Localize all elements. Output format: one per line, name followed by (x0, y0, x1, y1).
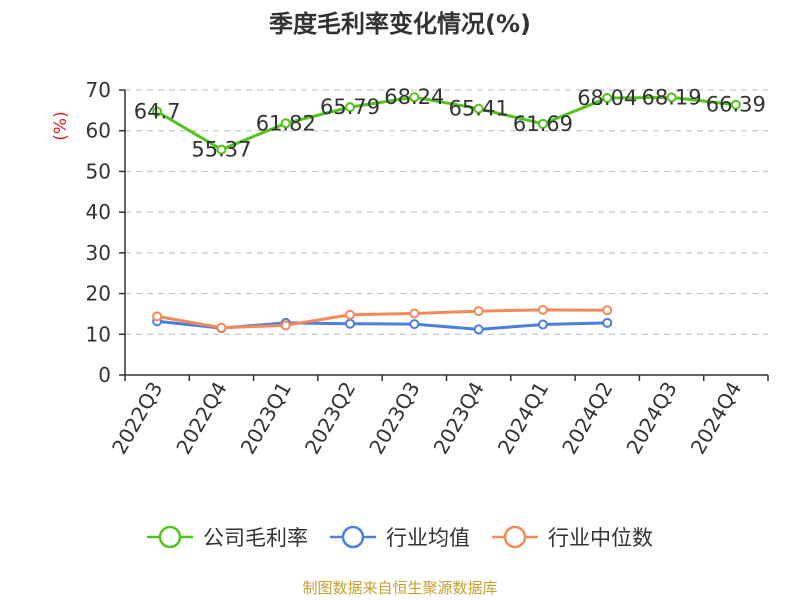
legend-item-0: 公司毛利率 (147, 525, 308, 550)
y-tick-label: 20 (86, 282, 111, 306)
data-point (280, 320, 291, 331)
data-label: 65.79 (320, 95, 380, 119)
legend-marker (341, 525, 365, 549)
legend: 公司毛利率 行业均值 行业中位数 (147, 525, 653, 550)
data-point (473, 103, 484, 114)
data-label: 61.82 (256, 111, 316, 135)
y-tick-label: 10 (86, 322, 111, 346)
data-label: 68.04 (577, 86, 637, 110)
y-tick-label: 30 (86, 241, 111, 265)
grid (125, 89, 768, 335)
legend-item-1: 行业均值 (330, 525, 470, 550)
data-point (666, 92, 677, 103)
legend-marker (503, 525, 527, 549)
y-axis-label: (%) (51, 111, 71, 140)
legend-label: 行业均值 (386, 526, 470, 550)
data-label: 61.69 (513, 112, 573, 136)
x-tick-label: 2023Q1 (236, 378, 296, 459)
data-label: 66.39 (706, 93, 766, 117)
data-point (537, 118, 548, 129)
data-label: 68.19 (641, 85, 701, 109)
data-point (602, 305, 613, 316)
data-point (409, 319, 420, 330)
data-point (216, 322, 227, 333)
series (152, 92, 741, 335)
series-2 (152, 304, 613, 333)
x-tick-label: 2024Q4 (686, 378, 746, 459)
x-tick-label: 2023Q3 (364, 378, 424, 459)
data-point (280, 118, 291, 129)
data-label: 55.37 (191, 138, 251, 162)
data-point (537, 304, 548, 315)
x-tick-label: 2024Q1 (493, 378, 553, 459)
data-point (216, 144, 227, 155)
y-tick-label: 40 (86, 200, 111, 224)
series-0 (152, 92, 741, 155)
series-line (156, 95, 737, 152)
data-point (345, 309, 356, 320)
legend-marker (158, 525, 182, 549)
data-point (152, 106, 163, 117)
chart-title: 季度毛利率变化情况(%) (269, 10, 531, 38)
legend-item-2: 行业中位数 (492, 525, 653, 550)
x-tick-label: 2024Q2 (557, 378, 617, 459)
x-tick-label: 2023Q4 (429, 378, 489, 459)
x-tick-label: 2022Q4 (171, 378, 231, 459)
data-point (409, 308, 420, 319)
x-tick-label: 2024Q3 (621, 378, 681, 459)
data-point (152, 311, 163, 322)
data-point (473, 324, 484, 335)
data-point (602, 92, 613, 103)
data-label: 68.24 (384, 85, 444, 109)
data-point (473, 306, 484, 317)
y-tick-label: 50 (86, 159, 111, 183)
data-point (345, 318, 356, 329)
series-line (156, 308, 608, 330)
data-label: 64.7 (134, 100, 181, 124)
y-tick-label: 70 (86, 78, 111, 102)
legend-label: 公司毛利率 (203, 526, 308, 550)
x-tick-label: 2022Q3 (107, 378, 167, 459)
data-point (409, 92, 420, 103)
x-tick-label: 2023Q2 (300, 378, 360, 459)
legend-label: 行业中位数 (548, 526, 653, 550)
data-point (537, 319, 548, 330)
source-note: 制图数据来自恒生聚源数据库 (302, 579, 497, 597)
y-tick-label: 0 (98, 363, 111, 387)
data-point (345, 102, 356, 113)
y-tick-label: 60 (86, 119, 111, 143)
data-point (730, 99, 741, 110)
data-point (602, 317, 613, 328)
data-label: 65.41 (449, 97, 509, 121)
